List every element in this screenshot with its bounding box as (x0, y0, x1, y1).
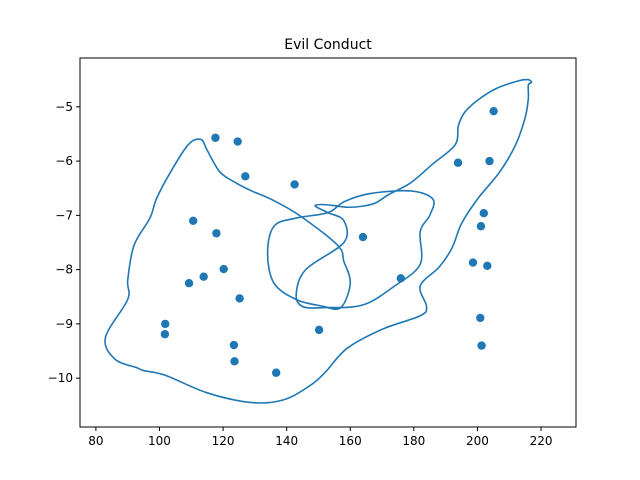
y-tick-label: −6 (55, 154, 73, 168)
data-point (235, 294, 244, 303)
data-point (477, 341, 486, 350)
data-point (489, 106, 498, 116)
y-tick-label: −9 (55, 317, 73, 331)
data-point (230, 357, 239, 366)
chart-title: Evil Conduct (284, 37, 372, 53)
outline-layer (104, 78, 533, 404)
data-point (483, 261, 492, 271)
data-point (358, 232, 368, 242)
region-outline (104, 78, 533, 404)
y-axis: −10 −9 −8 −7 −6 −5 (48, 100, 80, 385)
data-point (476, 222, 486, 231)
data-point (485, 156, 494, 166)
y-tick-label: −7 (55, 208, 73, 222)
x-tick-label: 80 (88, 434, 103, 448)
x-tick-label: 100 (148, 434, 171, 448)
data-point (160, 330, 170, 339)
data-point (290, 180, 299, 189)
data-point (233, 137, 242, 146)
data-point (184, 279, 194, 288)
data-point (314, 325, 324, 335)
data-point (476, 313, 485, 323)
data-point (211, 133, 220, 142)
data-point (161, 319, 170, 329)
data-point (229, 340, 239, 350)
x-tick-label: 120 (212, 434, 235, 448)
data-point (241, 172, 250, 181)
data-point (219, 264, 228, 274)
y-tick-label: −5 (55, 100, 73, 114)
data-point (271, 368, 281, 377)
y-tick-label: −10 (48, 371, 73, 385)
points-layer (160, 106, 498, 377)
x-tick-label: 180 (402, 434, 425, 448)
data-point (453, 158, 463, 167)
x-tick-label: 140 (275, 434, 298, 448)
data-point (396, 274, 406, 283)
plot-area (104, 78, 533, 404)
x-axis: 80 100 120 140 160 180 200 220 (88, 427, 552, 448)
x-tick-label: 200 (466, 434, 489, 448)
data-point (188, 216, 198, 225)
x-tick-label: 220 (530, 434, 553, 448)
axes-frame (79, 57, 577, 428)
data-point (199, 272, 208, 281)
x-tick-label: 160 (339, 434, 362, 448)
data-point (479, 209, 488, 218)
data-point (468, 258, 478, 267)
y-tick-label: −8 (55, 263, 73, 277)
data-point (212, 229, 221, 238)
